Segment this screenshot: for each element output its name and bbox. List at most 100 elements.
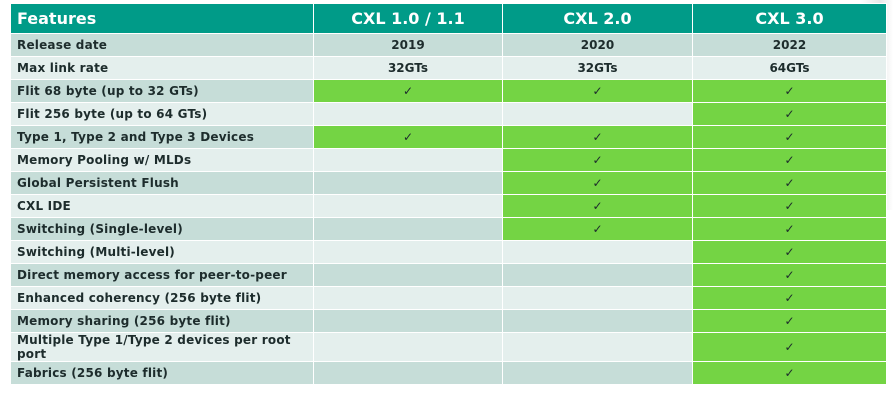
- supported-cell: ✓: [502, 194, 693, 218]
- check-icon: ✓: [784, 199, 795, 213]
- value-cell: 2020: [502, 33, 693, 57]
- check-icon: ✓: [784, 314, 795, 328]
- feature-label: Max link rate: [10, 56, 314, 80]
- feature-label: Type 1, Type 2 and Type 3 Devices: [10, 125, 314, 149]
- check-icon: ✓: [784, 291, 795, 305]
- supported-cell: ✓: [692, 332, 887, 362]
- check-icon: ✓: [784, 245, 795, 259]
- header-cxl-1: CXL 1.0 / 1.1: [313, 3, 503, 34]
- unsupported-cell: [313, 102, 503, 126]
- supported-cell: ✓: [502, 79, 693, 103]
- unsupported-cell: [502, 309, 693, 333]
- value-cell: 32GTs: [313, 56, 503, 80]
- check-icon: ✓: [784, 130, 795, 144]
- unsupported-cell: [313, 361, 503, 385]
- table-row: Direct memory access for peer-to-peer ✓: [10, 263, 887, 287]
- cxl-feature-table: Features CXL 1.0 / 1.1 CXL 2.0 CXL 3.0 R…: [10, 3, 887, 385]
- header-cxl-3: CXL 3.0: [692, 3, 887, 34]
- table-row: Fabrics (256 byte flit) ✓: [10, 361, 887, 385]
- check-icon: ✓: [592, 130, 603, 144]
- supported-cell: ✓: [692, 263, 887, 287]
- feature-label: Fabrics (256 byte flit): [10, 361, 314, 385]
- check-icon: ✓: [784, 340, 795, 354]
- check-icon: ✓: [784, 84, 795, 98]
- supported-cell: ✓: [692, 286, 887, 310]
- table-row: Max link rate 32GTs 32GTs 64GTs: [10, 56, 887, 80]
- unsupported-cell: [502, 102, 693, 126]
- supported-cell: ✓: [502, 217, 693, 241]
- table-row: Release date 2019 2020 2022: [10, 33, 887, 57]
- table-row: Memory sharing (256 byte flit) ✓: [10, 309, 887, 333]
- check-icon: ✓: [592, 153, 603, 167]
- value-cell: 64GTs: [692, 56, 887, 80]
- feature-label: Flit 256 byte (up to 64 GTs): [10, 102, 314, 126]
- table-row: Flit 256 byte (up to 64 GTs) ✓: [10, 102, 887, 126]
- value-cell: 32GTs: [502, 56, 693, 80]
- feature-label: Multiple Type 1/Type 2 devices per root …: [10, 332, 314, 362]
- table-row: Global Persistent Flush ✓ ✓: [10, 171, 887, 195]
- check-icon: ✓: [784, 107, 795, 121]
- table-row: Flit 68 byte (up to 32 GTs) ✓ ✓ ✓: [10, 79, 887, 103]
- supported-cell: ✓: [692, 361, 887, 385]
- check-icon: ✓: [402, 130, 414, 144]
- check-icon: ✓: [784, 176, 795, 190]
- feature-label: Direct memory access for peer-to-peer: [10, 263, 314, 287]
- unsupported-cell: [313, 263, 503, 287]
- unsupported-cell: [313, 148, 503, 172]
- header-row: Features CXL 1.0 / 1.1 CXL 2.0 CXL 3.0: [10, 3, 887, 34]
- table-row: Memory Pooling w/ MLDs ✓ ✓: [10, 148, 887, 172]
- supported-cell: ✓: [692, 194, 887, 218]
- check-icon: ✓: [592, 176, 603, 190]
- table-row: Enhanced coherency (256 byte flit) ✓: [10, 286, 887, 310]
- feature-label: Global Persistent Flush: [10, 171, 314, 195]
- table-row: Switching (Single-level) ✓ ✓: [10, 217, 887, 241]
- unsupported-cell: [502, 361, 693, 385]
- unsupported-cell: [313, 240, 503, 264]
- unsupported-cell: [502, 286, 693, 310]
- unsupported-cell: [313, 217, 503, 241]
- feature-label: Switching (Single-level): [10, 217, 314, 241]
- supported-cell: ✓: [502, 125, 693, 149]
- supported-cell: ✓: [692, 102, 887, 126]
- unsupported-cell: [313, 194, 503, 218]
- feature-label: Memory sharing (256 byte flit): [10, 309, 314, 333]
- supported-cell: ✓: [692, 171, 887, 195]
- feature-label: Switching (Multi-level): [10, 240, 314, 264]
- check-icon: ✓: [784, 153, 795, 167]
- feature-label: Flit 68 byte (up to 32 GTs): [10, 79, 314, 103]
- table-row: CXL IDE ✓ ✓: [10, 194, 887, 218]
- unsupported-cell: [502, 332, 693, 362]
- supported-cell: ✓: [502, 171, 693, 195]
- supported-cell: ✓: [692, 79, 887, 103]
- unsupported-cell: [502, 263, 693, 287]
- check-icon: ✓: [784, 222, 795, 236]
- supported-cell: ✓: [692, 148, 887, 172]
- feature-label: Release date: [10, 33, 314, 57]
- supported-cell: ✓: [692, 217, 887, 241]
- check-icon: ✓: [402, 84, 414, 98]
- check-icon: ✓: [592, 199, 603, 213]
- value-cell: 2019: [313, 33, 503, 57]
- unsupported-cell: [313, 286, 503, 310]
- header-features: Features: [10, 3, 314, 34]
- value-cell: 2022: [692, 33, 887, 57]
- table-row: Switching (Multi-level) ✓: [10, 240, 887, 264]
- check-icon: ✓: [592, 222, 603, 236]
- supported-cell: ✓: [692, 309, 887, 333]
- table-row: Type 1, Type 2 and Type 3 Devices ✓ ✓ ✓: [10, 125, 887, 149]
- check-icon: ✓: [784, 366, 795, 380]
- unsupported-cell: [502, 240, 693, 264]
- supported-cell: ✓: [313, 79, 503, 103]
- supported-cell: ✓: [692, 240, 887, 264]
- check-icon: ✓: [784, 268, 795, 282]
- feature-label: Memory Pooling w/ MLDs: [10, 148, 314, 172]
- supported-cell: ✓: [692, 125, 887, 149]
- feature-label: Enhanced coherency (256 byte flit): [10, 286, 314, 310]
- unsupported-cell: [313, 309, 503, 333]
- table-row: Multiple Type 1/Type 2 devices per root …: [10, 332, 887, 362]
- unsupported-cell: [313, 171, 503, 195]
- check-icon: ✓: [592, 84, 603, 98]
- unsupported-cell: [313, 332, 503, 362]
- supported-cell: ✓: [502, 148, 693, 172]
- supported-cell: ✓: [313, 125, 503, 149]
